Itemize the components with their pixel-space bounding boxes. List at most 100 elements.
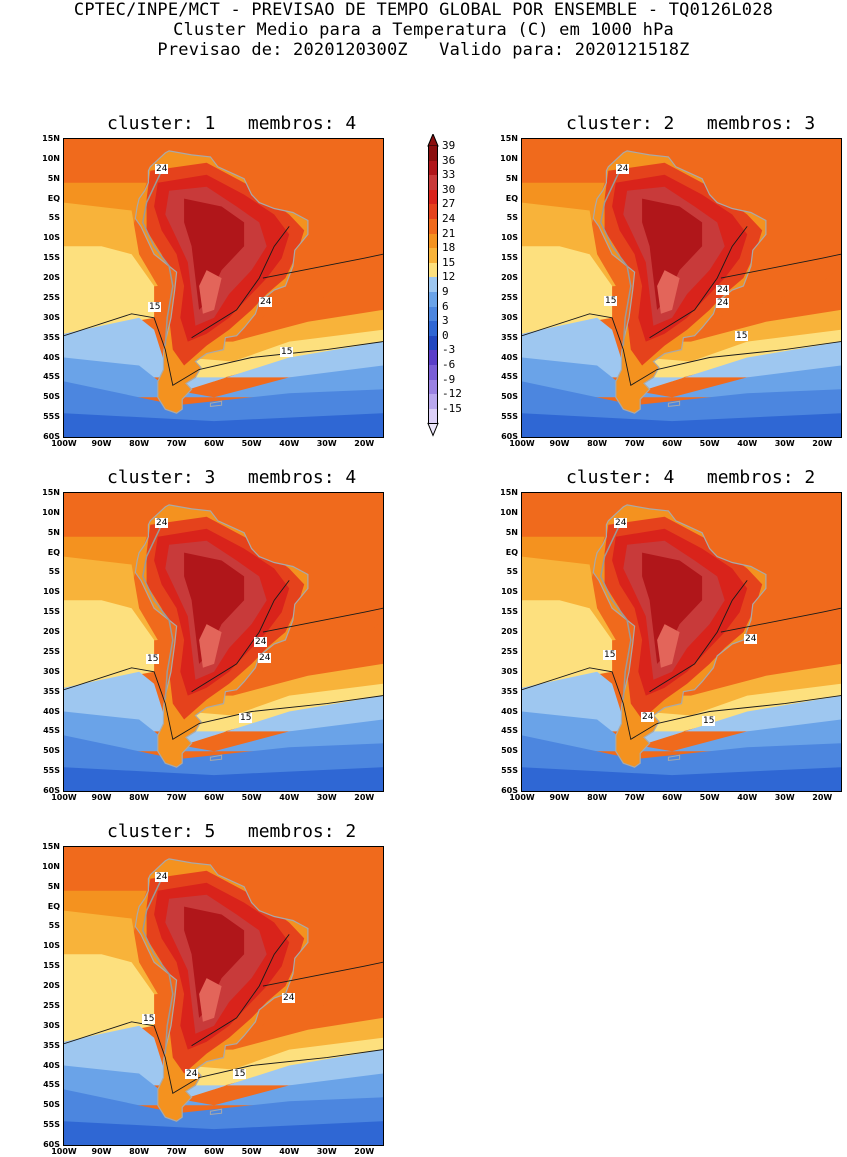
south-america-coastline <box>134 858 309 1122</box>
temperature-colorbar: 39 36 33 30 27 24 21 18 15 12 9 6 3 0 -3 -6 -9 -12 -15 <box>426 134 496 444</box>
colorbar-label: 21 <box>442 226 456 240</box>
andes-border-line <box>142 170 174 346</box>
latitude-tick-label: 10N <box>500 507 518 517</box>
colorbar-segment <box>428 189 438 206</box>
temperature-band <box>184 683 383 740</box>
andes-border-line <box>600 524 632 700</box>
latitude-tick-label: 15N <box>42 842 60 851</box>
south-america-coastline <box>592 504 767 768</box>
temperature-band <box>64 413 383 437</box>
colorbar-label: 30 <box>442 182 456 196</box>
longitude-tick-label: 50W <box>241 793 262 802</box>
contour-value-label: 24 <box>155 164 169 174</box>
longitude-tick-label: 40W <box>279 439 300 448</box>
andes-border-line <box>600 170 632 346</box>
contour-value-label: 15 <box>148 302 162 312</box>
contour-24 <box>191 934 290 1047</box>
latitude-tick-label: 50S <box>43 1100 60 1110</box>
map-panel-cluster-5 <box>63 846 384 1146</box>
latitude-tick-label: 5N <box>47 881 60 891</box>
longitude-tick-label: 100W <box>51 1147 77 1156</box>
latitude-tick-label: EQ <box>47 547 60 557</box>
latitude-tick-label: EQ <box>47 193 60 203</box>
longitude-tick-label: 40W <box>279 793 300 802</box>
latitude-tick-label: 5S <box>48 213 60 223</box>
falkland-islands <box>209 1108 223 1115</box>
longitude-tick-label: 30W <box>774 439 795 448</box>
figure-title-line-3: Previsao de: 2020120300Z Valido para: 20… <box>157 40 690 60</box>
temperature-band <box>64 711 383 752</box>
temperature-band <box>522 767 841 791</box>
longitude-tick-label: 60W <box>204 1147 225 1156</box>
latitude-tick-label: 5N <box>47 527 60 537</box>
land-temperature-band <box>199 978 222 1022</box>
colorbar-label: 39 <box>442 139 456 152</box>
latitude-tick-label: 15N <box>42 488 60 497</box>
longitude-tick-label: 20W <box>812 439 833 448</box>
contour-15 <box>522 313 841 387</box>
andes-border-line <box>142 878 174 1054</box>
colorbar-label: 24 <box>442 212 456 225</box>
colorbar-label: -9 <box>442 372 456 386</box>
contour-value-label: 15 <box>233 1069 247 1079</box>
colorbar-label: -15 <box>442 401 462 415</box>
latitude-tick-label: EQ <box>505 193 518 203</box>
latitude-tick-label: 10N <box>42 861 60 871</box>
longitude-tick-label: 80W <box>587 793 608 802</box>
panel-title-cluster-2: cluster: 2 membros: 3 <box>566 113 816 134</box>
colorbar-segment <box>428 335 438 352</box>
temperature-band <box>522 413 841 437</box>
colorbar-label: 6 <box>442 299 449 313</box>
latitude-tick-label: 10S <box>43 587 60 597</box>
contour-value-label: 24 <box>254 637 268 647</box>
contour-value-label: 15 <box>603 650 617 660</box>
contour-value-label: 24 <box>258 653 272 663</box>
colorbar-label: 33 <box>442 168 456 182</box>
longitude-tick-label: 20W <box>354 439 375 448</box>
colorbar-segment <box>428 175 438 191</box>
latitude-tick-label: 5S <box>48 921 60 931</box>
contour-24 <box>649 226 748 339</box>
longitude-tick-label: 70W <box>166 793 187 802</box>
latitude-tick-label: 50S <box>501 392 518 402</box>
falkland-islands <box>209 400 223 407</box>
land-temperature-band <box>199 624 222 668</box>
latitude-tick-label: 40S <box>43 1060 60 1070</box>
longitude-tick-label: 90W <box>91 1147 112 1156</box>
colorbar-segment <box>428 394 438 410</box>
latitude-tick-label: 10N <box>42 153 60 163</box>
colorbar-segment <box>428 277 438 293</box>
colorbar-label: 3 <box>442 314 449 328</box>
land-temperature-band <box>642 198 703 310</box>
contour-value-label: 24 <box>716 298 730 308</box>
longitude-tick-label: 100W <box>51 439 77 448</box>
longitude-tick-label: 80W <box>129 439 150 448</box>
longitude-tick-label: 80W <box>587 439 608 448</box>
longitude-tick-label: 70W <box>624 439 645 448</box>
latitude-tick-label: 25S <box>43 292 60 302</box>
latitude-tick-label: 15S <box>43 607 60 617</box>
latitude-tick-label: 35S <box>501 686 518 696</box>
contour-24-ocean <box>262 607 383 633</box>
longitude-tick-label: 20W <box>812 793 833 802</box>
south-america-coastline <box>592 150 767 414</box>
andes-border-line <box>142 524 174 700</box>
south-america-coastline <box>134 150 309 414</box>
panel-title-cluster-4: cluster: 4 membros: 2 <box>566 467 816 488</box>
latitude-tick-label: 55S <box>501 412 518 422</box>
latitude-tick-label: 30S <box>43 312 60 322</box>
temperature-band <box>184 1037 383 1094</box>
falkland-islands <box>667 754 681 761</box>
latitude-tick-label: 45S <box>501 726 518 736</box>
contour-value-label: 24 <box>155 518 169 528</box>
contour-15 <box>64 313 383 387</box>
latitude-tick-label: 5S <box>506 567 518 577</box>
longitude-tick-label: 50W <box>241 439 262 448</box>
latitude-tick-label: 45S <box>43 726 60 736</box>
longitude-tick-label: 40W <box>279 1147 300 1156</box>
latitude-tick-label: 5N <box>505 527 518 537</box>
contour-value-label: 24 <box>614 518 628 528</box>
map-panel-cluster-4 <box>521 492 842 792</box>
temperature-band <box>522 246 613 334</box>
longitude-tick-label: 60W <box>204 793 225 802</box>
